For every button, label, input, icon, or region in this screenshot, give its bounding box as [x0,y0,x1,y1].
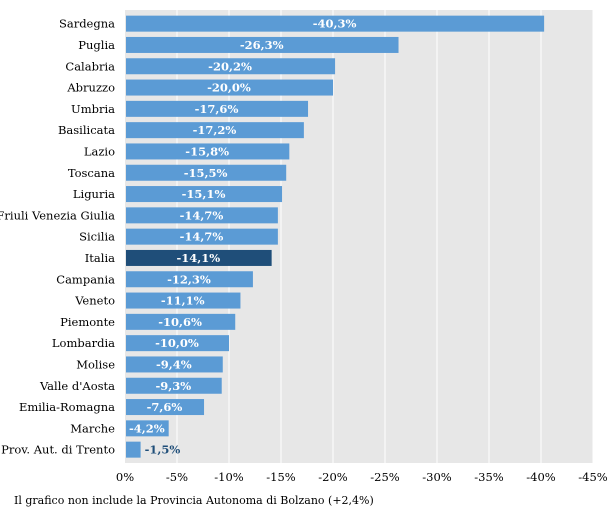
x-tick-label: -40% [526,470,556,484]
x-tick-label: -25% [370,470,400,484]
bar-piemonte [126,313,236,330]
bar-marche [126,420,169,437]
category-labels: Sardegna Puglia Calabria Abruzzo Umbria Basil… [0,17,115,457]
value-label: -14,1% [176,251,220,265]
value-label: -14,7% [180,230,224,244]
value-label: -20,0% [207,81,251,95]
category-label: Umbria [71,102,115,116]
category-label: Sardegna [59,17,115,31]
x-tick-label: -15% [266,470,296,484]
value-label: -4,2% [129,421,165,435]
value-label: -40,3% [313,17,357,31]
value-label: -9,3% [156,379,192,393]
category-label: Piemonte [60,315,115,329]
bars [126,15,545,458]
bar-campania [126,271,253,288]
bar-calabria [126,58,336,75]
category-label: Molise [76,357,115,371]
bar-toscana [126,164,287,181]
value-label: -10,6% [158,315,202,329]
category-label: Veneto [74,294,115,308]
x-tick-label: -10% [214,470,244,484]
bar-puglia [126,36,399,53]
value-label: -15,5% [184,166,228,180]
category-label: Puglia [78,38,115,52]
value-label: -17,2% [193,123,237,137]
x-tick-label: -5% [166,470,188,484]
bar-abruzzo [126,79,333,96]
value-label: -12,3% [167,272,211,286]
bar-friuli-venezia-giulia [126,207,278,224]
value-label: -26,3% [240,38,284,52]
bar-sicilia [126,228,278,245]
bar-lazio [126,143,290,160]
bar-prov-aut-di-trento [126,441,141,458]
category-label: Marche [70,421,115,435]
category-label: Campania [56,272,115,286]
bar-molise [126,356,223,373]
value-labels: -40,3% -26,3% -20,2% -20,0% -17,6% -17,2% -15,… [129,17,357,457]
value-label: -7,6% [147,400,183,414]
category-label: Liguria [73,187,115,201]
x-tick-labels: 0% -5% -10% -15% -20% -25% -30% -35% -40% -45% [116,470,608,484]
value-label: -15,1% [182,187,226,201]
value-label: -11,1% [161,294,205,308]
value-label: -17,6% [195,102,239,116]
category-label: Calabria [65,59,115,73]
value-label: -15,8% [185,144,229,158]
category-label: Prov. Aut. di Trento [1,443,115,457]
bar-emilia-romagna [126,399,205,416]
footnote: Il grafico non include la Provincia Auto… [14,494,374,507]
value-label: -20,2% [208,59,252,73]
bar-italia [126,249,272,266]
category-label: Valle d'Aosta [39,379,115,393]
bar-liguria [126,186,283,203]
value-label: -14,7% [180,208,224,222]
category-label: Sicilia [79,230,115,244]
bar-veneto [126,292,241,309]
value-label: -10,0% [155,336,199,350]
category-label: Emilia-Romagna [19,400,115,414]
bar-umbria [126,100,309,117]
category-label: Italia [85,251,115,265]
category-label: Basilicata [58,123,115,137]
value-label: -9,4% [156,357,192,371]
bar-valle-d-aosta [126,377,222,394]
bar-chart: -40,3% -26,3% -20,2% -20,0% -17,6% -17,2% -15,… [0,10,608,484]
x-tick-label: -30% [422,470,452,484]
value-label: -1,5% [145,443,181,457]
category-label: Abruzzo [66,81,115,95]
category-label: Lombardia [52,336,115,350]
x-tick-label: 0% [116,470,134,484]
bar-lombardia [126,335,229,352]
x-tick-label: -20% [318,470,348,484]
category-label: Toscana [68,166,115,180]
category-label: Lazio [84,144,115,158]
x-tick-label: -35% [474,470,504,484]
x-tick-label: -45% [578,470,608,484]
bar-sardegna [126,15,545,32]
category-label: Friuli Venezia Giulia [0,208,115,222]
bar-basilicata [126,122,304,139]
